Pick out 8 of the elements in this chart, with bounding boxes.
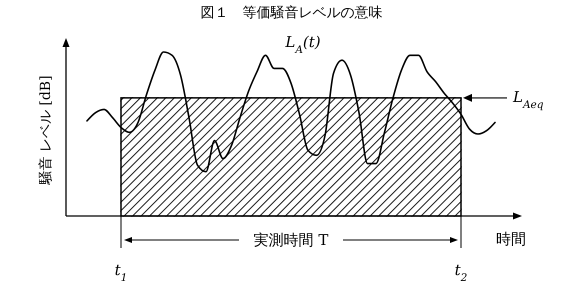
x-tick-label: t$_{2}$ — [454, 261, 468, 284]
legend-label: L$_{Aeq}$ — [512, 88, 544, 111]
text: 実測時間 T — [254, 231, 328, 249]
chart-title: 図１ 等価騒音レベルの意味 — [200, 5, 382, 21]
y-axis-title: 騒音 レベル [dB] — [38, 75, 54, 186]
x-tick-label: t$_{1}$ — [114, 261, 128, 284]
x-axis-title: 時間 — [496, 230, 526, 248]
series-label: L$_{A}$(t) — [284, 33, 321, 56]
